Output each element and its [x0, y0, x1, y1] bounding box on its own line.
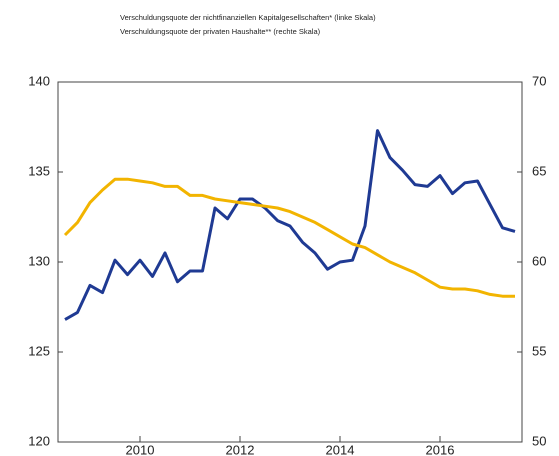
y-tick-label: 120: [28, 433, 50, 448]
x-tick-label: 2014: [326, 442, 355, 456]
plot-frame: [57, 81, 523, 443]
legend-label: Verschuldungsquote der privaten Haushalt…: [120, 27, 321, 36]
y2-tick-label: 65: [532, 163, 546, 178]
y2-tick-label: 50: [532, 433, 546, 448]
y2-tick-label: 55: [532, 343, 546, 358]
y-tick-label: 125: [28, 343, 50, 358]
x-tick-label: 2016: [426, 442, 455, 456]
y-tick-label: 135: [28, 163, 50, 178]
series-line: [64, 129, 516, 321]
y-tick-label: 140: [28, 73, 50, 88]
legend-label: Verschuldungsquote der nichtfinanziellen…: [120, 13, 376, 22]
x-tick-label: 2010: [126, 442, 155, 456]
x-tick-label: 2012: [226, 442, 255, 456]
y2-tick-label: 60: [532, 253, 546, 268]
series-line: [63, 177, 515, 298]
y-tick-label: 130: [28, 253, 50, 268]
y2-tick-label: 70: [532, 73, 546, 88]
